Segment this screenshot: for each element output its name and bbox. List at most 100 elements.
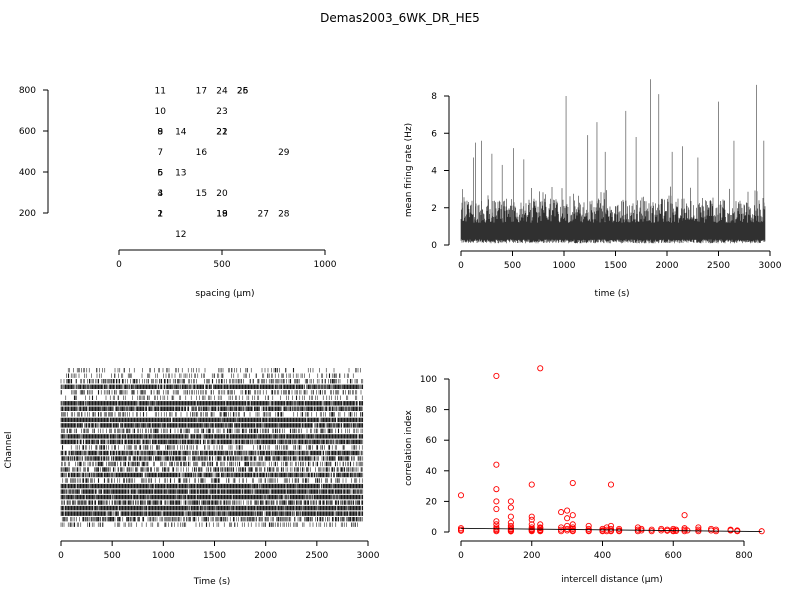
x-axis: 0 500 1000 1500 2000 2500 3000 bbox=[458, 250, 782, 271]
x-tick-label: 2500 bbox=[305, 551, 328, 561]
y-axis-label: mean firing rate (Hz) bbox=[404, 123, 414, 217]
correlation-point bbox=[607, 528, 615, 535]
x-axis: 0 200 400 600 800 bbox=[458, 540, 753, 561]
correlation-point bbox=[493, 486, 500, 493]
channel-spike-train bbox=[60, 450, 364, 456]
electrode-label: 17 bbox=[196, 87, 207, 97]
channel-spike-train bbox=[61, 445, 363, 450]
electrode-label: 4 bbox=[157, 189, 163, 199]
correlation-point bbox=[457, 492, 465, 499]
electrode-label: 13 bbox=[175, 169, 186, 179]
channel-spike-train bbox=[60, 439, 364, 445]
correlation-point bbox=[727, 527, 734, 534]
y-tick-label: 600 bbox=[19, 127, 36, 137]
correlation-point bbox=[564, 515, 571, 522]
x-tick-label: 1000 bbox=[314, 260, 337, 270]
electrode-label: 5 bbox=[157, 169, 163, 179]
correlation-point bbox=[558, 524, 565, 531]
correlation-point bbox=[528, 481, 535, 488]
x-tick-label: 600 bbox=[665, 551, 682, 561]
correlation-point bbox=[607, 481, 615, 488]
x-tick-label: 0 bbox=[458, 261, 464, 271]
spike-raster-panel: 0 500 1000 1500 2000 2500 3000 Time (s) Channe… bbox=[4, 368, 380, 587]
y-tick-label: 6 bbox=[431, 129, 437, 139]
y-tick-label: 800 bbox=[19, 86, 36, 96]
correlation-point bbox=[493, 505, 500, 513]
channel-spike-train bbox=[60, 483, 364, 489]
channel-spike-train bbox=[60, 511, 364, 516]
channel-spike-train bbox=[61, 428, 363, 434]
electrode-label: 12 bbox=[175, 230, 186, 240]
correlation-point bbox=[493, 498, 500, 505]
y-tick-label: 4 bbox=[431, 167, 437, 177]
correlation-point bbox=[493, 521, 500, 528]
correlation-point bbox=[528, 528, 535, 535]
electrode-label: 3 bbox=[157, 189, 163, 199]
correlation-point bbox=[616, 528, 623, 535]
spike-trains bbox=[60, 368, 364, 527]
electrode-label: 6 bbox=[157, 169, 163, 179]
correlation-point bbox=[507, 498, 514, 505]
correlation-point bbox=[648, 528, 655, 535]
correlation-panel: 0 200 400 600 800 0 20 40 60 80 100 intercell dis… bbox=[404, 365, 765, 585]
correlation-point bbox=[537, 365, 544, 372]
correlation-point bbox=[528, 513, 535, 520]
electrode-label: 9 bbox=[157, 128, 163, 138]
channel-spike-train bbox=[60, 379, 364, 384]
correlation-point bbox=[528, 516, 535, 523]
channel-spike-train bbox=[60, 494, 364, 500]
x-axis-label: spacing (µm) bbox=[195, 289, 254, 299]
y-tick-label: 8 bbox=[431, 92, 437, 102]
x-tick-label: 2000 bbox=[656, 261, 679, 271]
correlation-point bbox=[558, 528, 565, 535]
channel-spike-train bbox=[60, 384, 364, 389]
electrode-label: 10 bbox=[154, 107, 166, 117]
x-tick-label: 400 bbox=[594, 551, 611, 561]
y-tick-label: 0 bbox=[431, 528, 437, 538]
electrode-label: 2 bbox=[157, 210, 163, 220]
electrode-label: 20 bbox=[216, 189, 228, 199]
x-tick-label: 200 bbox=[523, 551, 540, 561]
channel-spike-train bbox=[60, 423, 364, 428]
y-tick-label: 20 bbox=[426, 497, 438, 507]
electrode-label: 18 bbox=[216, 210, 228, 220]
fit-line bbox=[460, 527, 762, 532]
channel-spike-train bbox=[65, 395, 363, 400]
x-tick-label: 0 bbox=[116, 260, 122, 270]
correlation-point bbox=[569, 521, 576, 528]
channel-spike-train bbox=[60, 406, 363, 411]
firing-rate-trace bbox=[460, 79, 766, 244]
electrode-label: 8 bbox=[157, 128, 163, 138]
x-axis-label: Time (s) bbox=[193, 577, 231, 587]
x-tick-label: 0 bbox=[58, 551, 64, 561]
electrode-label: 14 bbox=[175, 128, 187, 138]
y-axis-label: correlation index bbox=[404, 409, 414, 485]
correlation-point bbox=[507, 513, 514, 520]
channel-spike-train bbox=[60, 401, 364, 406]
channel-spike-train bbox=[60, 434, 364, 439]
correlation-point bbox=[493, 518, 500, 525]
correlation-point bbox=[681, 512, 688, 519]
correlation-point bbox=[564, 527, 571, 534]
electrode-label: 7 bbox=[157, 148, 163, 158]
correlation-point bbox=[558, 509, 565, 516]
y-tick-label: 2 bbox=[431, 204, 437, 214]
y-axis: 0 20 40 60 80 100 bbox=[420, 375, 450, 538]
channel-spike-train bbox=[60, 390, 362, 395]
x-tick-label: 3000 bbox=[759, 261, 782, 271]
electrode-label: 19 bbox=[216, 210, 228, 220]
channel-spike-train bbox=[61, 456, 364, 461]
channel-spike-train bbox=[60, 472, 364, 478]
channel-spike-train bbox=[61, 461, 364, 467]
y-tick-label: 80 bbox=[426, 406, 438, 416]
channel-spike-train bbox=[66, 373, 354, 378]
y-tick-label: 100 bbox=[420, 375, 437, 385]
channel-spike-train bbox=[67, 368, 361, 373]
channel-spike-train bbox=[61, 517, 363, 522]
correlation-point bbox=[681, 528, 688, 535]
electrode-label: 27 bbox=[257, 210, 268, 220]
electrode-label: 25 bbox=[237, 87, 248, 97]
x-tick-label: 1000 bbox=[152, 551, 175, 561]
x-tick-label: 500 bbox=[213, 260, 230, 270]
